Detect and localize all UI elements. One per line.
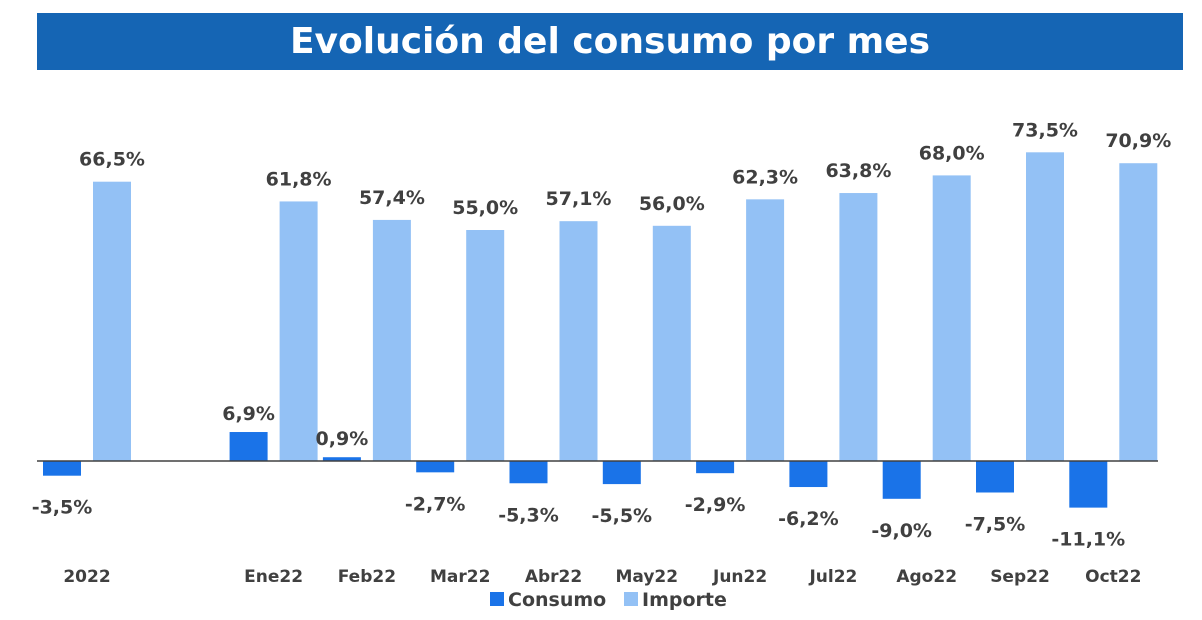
legend-swatch-importe [624,592,638,606]
bar-importe-feb22 [372,219,411,461]
bar-consumo-jun22 [696,461,735,474]
label-importe-may22: 56,0% [639,193,705,215]
label-importe-2022: 66,5% [79,149,145,171]
label-consumo-oct22: -11,1% [1051,529,1125,551]
label-importe-oct22: 70,9% [1105,130,1171,152]
label-importe-abr22: 57,1% [546,188,612,210]
label-importe-sep22: 73,5% [1012,119,1078,141]
bar-importe-2022 [93,181,131,461]
bar-consumo-mar22 [416,461,455,473]
bar-importe-mar22 [466,230,505,461]
x-tick-sep22: Sep22 [990,567,1050,587]
legend-swatch-consumo [490,592,504,606]
x-tick-mar22: Mar22 [430,567,490,587]
bar-consumo-oct22 [1069,461,1108,508]
bar-consumo-ene22 [229,432,268,461]
bar-importe-may22 [652,225,691,461]
label-importe-jul22: 63,8% [825,160,891,182]
label-consumo-may22: -5,5% [592,505,653,527]
label-consumo-sep22: -7,5% [965,514,1026,536]
x-tick-may22: May22 [615,567,678,587]
label-importe-ene22: 61,8% [266,168,332,190]
bar-importe-jun22 [746,199,785,461]
x-tick-feb22: Feb22 [338,567,396,587]
bar-importe-abr22 [559,221,598,461]
legend-label-consumo: Consumo [508,589,606,611]
label-consumo-feb22: 0,9% [316,428,369,450]
bar-importe-oct22 [1119,163,1158,461]
x-tick-abr22: Abr22 [525,567,582,587]
label-consumo-2022: -3,5% [32,497,93,519]
label-consumo-abr22: -5,3% [498,504,559,526]
x-tick-ago22: Ago22 [896,567,957,587]
bar-importe-sep22 [1026,152,1064,462]
bar-importe-ago22 [932,175,971,461]
bar-importe-jul22 [839,193,878,462]
x-tick-ene22: Ene22 [244,567,303,587]
bar-consumo-sep22 [976,461,1014,493]
label-consumo-ago22: -9,0% [871,520,932,542]
label-importe-ago22: 68,0% [919,142,985,164]
bar-consumo-2022 [43,461,81,476]
bar-consumo-may22 [602,461,641,485]
x-tick-2022: 2022 [63,567,110,587]
label-consumo-jun22: -2,9% [685,494,746,516]
title-bar: Evolución del consumo por mes [37,13,1183,70]
x-tick-jul22: Jul22 [808,567,857,587]
bar-consumo-abr22 [509,461,548,484]
x-tick-oct22: Oct22 [1085,567,1141,587]
label-consumo-ene22: 6,9% [222,403,275,425]
chart-title: Evolución del consumo por mes [289,21,931,62]
label-importe-mar22: 55,0% [452,197,518,219]
x-tick-jun22: Jun22 [712,567,767,587]
bar-consumo-feb22 [322,457,361,461]
label-consumo-mar22: -2,7% [405,493,466,515]
label-consumo-jul22: -6,2% [778,508,839,530]
bar-consumo-jul22 [789,461,828,488]
label-importe-jun22: 62,3% [732,166,798,188]
label-importe-feb22: 57,4% [359,187,425,209]
bar-consumo-ago22 [882,461,921,499]
legend-label-importe: Importe [642,589,727,611]
bar-importe-ene22 [279,201,318,461]
